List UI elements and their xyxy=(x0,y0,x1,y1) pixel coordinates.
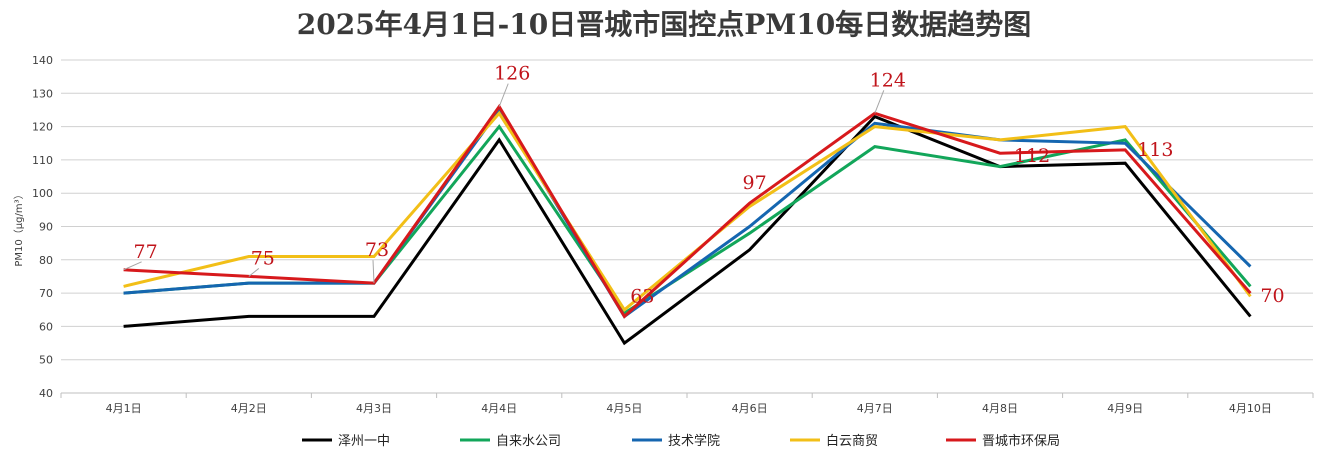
data-label-leader xyxy=(372,260,375,284)
series-line-0 xyxy=(123,114,1252,346)
y-axis: 40 50 60 70 80 90 100 110 120 130 140 xyxy=(32,54,53,400)
data-label-leader xyxy=(123,261,142,271)
legend-label: 自来水公司 xyxy=(496,434,561,449)
series-lines xyxy=(123,103,1252,346)
data-labels: 77 75 73 126 63 97 124 112 113 70 xyxy=(134,63,1285,308)
legend-label: 白云商贸 xyxy=(826,433,878,449)
data-label: 97 xyxy=(743,172,767,194)
data-label-leader xyxy=(874,90,885,114)
chart-title: 2025年4月1日-10日晋城市国控点PM10每日数据趋势图 xyxy=(297,8,1032,41)
y-tick-label: 80 xyxy=(39,254,53,267)
legend-label: 晋城市环保局 xyxy=(982,433,1060,449)
x-tick-label: 4月2日 xyxy=(231,402,267,415)
series-line-4 xyxy=(123,103,1252,319)
x-tick-label: 4月8日 xyxy=(982,402,1018,415)
data-label-leaders xyxy=(123,83,885,284)
data-label: 70 xyxy=(1260,285,1284,307)
x-axis: 4月1日 4月2日 4月3日 4月4日 4月5日 4月6日 4月7日 4月8日 4月9日 4月10… xyxy=(60,393,1314,415)
series-line-2 xyxy=(123,107,1252,319)
data-label: 113 xyxy=(1137,139,1173,161)
data-label-leader xyxy=(248,268,260,277)
data-label: 112 xyxy=(1014,145,1050,167)
x-tick-label: 4月7日 xyxy=(857,402,893,415)
x-tick-label: 4月9日 xyxy=(1107,402,1143,415)
grid xyxy=(61,59,1313,394)
y-tick-label: 120 xyxy=(32,121,53,134)
y-tick-label: 40 xyxy=(39,387,53,400)
x-tick-label: 4月1日 xyxy=(106,402,142,415)
legend-label: 泽州一中 xyxy=(338,434,390,449)
y-tick-label: 90 xyxy=(39,221,53,234)
legend-label: 技术学院 xyxy=(668,433,720,449)
x-tick-label: 4月5日 xyxy=(606,402,642,415)
x-tick-label: 4月4日 xyxy=(481,402,517,415)
series-line-1 xyxy=(123,124,1252,316)
data-label: 124 xyxy=(870,69,906,91)
legend: 泽州一中 自来水公司 技术学院 白云商贸 晋城市环保局 xyxy=(302,433,1060,449)
data-label: 126 xyxy=(494,63,530,85)
data-label-leader xyxy=(498,83,509,107)
y-tick-label: 140 xyxy=(32,54,53,67)
data-label: 75 xyxy=(251,247,275,269)
y-tick-label: 130 xyxy=(32,87,53,100)
y-tick-label: 50 xyxy=(39,354,53,367)
y-tick-label: 110 xyxy=(32,154,53,167)
data-label: 77 xyxy=(134,241,158,263)
y-axis-label: PM10（μg/m³） xyxy=(13,189,25,266)
data-label: 63 xyxy=(630,285,654,307)
x-tick-label: 4月6日 xyxy=(732,402,768,415)
data-label: 73 xyxy=(365,239,389,261)
y-tick-label: 60 xyxy=(39,320,53,333)
x-tick-label: 4月10日 xyxy=(1229,402,1272,415)
x-tick-label: 4月3日 xyxy=(356,402,392,415)
y-tick-label: 100 xyxy=(32,187,53,200)
y-tick-label: 70 xyxy=(39,287,53,300)
